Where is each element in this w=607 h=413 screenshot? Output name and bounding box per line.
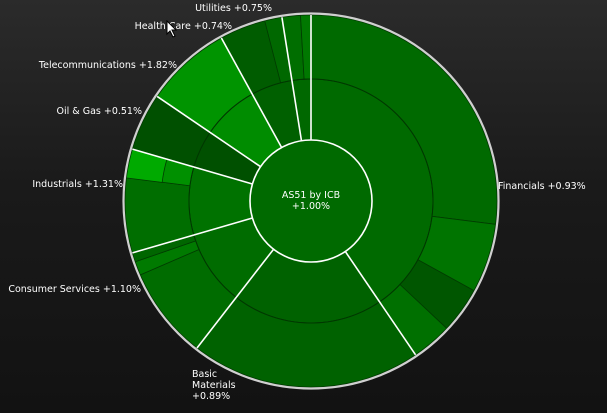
sector-separator — [132, 217, 253, 254]
label-utilities: Utilities +0.75% — [195, 3, 272, 14]
sector-separator — [156, 95, 261, 168]
label-financials: Financials +0.93% — [498, 181, 586, 192]
chart-labels: Financials +0.93% Basic Materials +0.89% Con… — [8, 3, 585, 402]
sector-separator — [220, 37, 283, 148]
center-title: AS51 by ICB — [282, 190, 340, 201]
label-industrials: Industrials +1.31% — [32, 179, 123, 190]
sector-separator — [196, 248, 275, 349]
chart-slices — [122, 12, 500, 390]
sector-separator — [281, 17, 303, 141]
label-basic-materials: Basic Materials +0.89% — [192, 369, 236, 402]
label-consumer-services: Consumer Services +1.10% — [8, 284, 141, 295]
outer-rim — [122, 12, 500, 390]
sector-separator — [132, 148, 253, 185]
mouse-cursor-icon — [166, 19, 178, 42]
center-hub[interactable] — [249, 139, 373, 263]
label-telecommunications: Telecommunications +1.82% — [38, 60, 177, 71]
label-oil-gas: Oil & Gas +0.51% — [57, 106, 143, 117]
label-health-care: Health Care +0.74% — [135, 21, 232, 32]
center-subtitle: +1.00% — [292, 201, 330, 212]
sector-separator — [344, 251, 417, 356]
